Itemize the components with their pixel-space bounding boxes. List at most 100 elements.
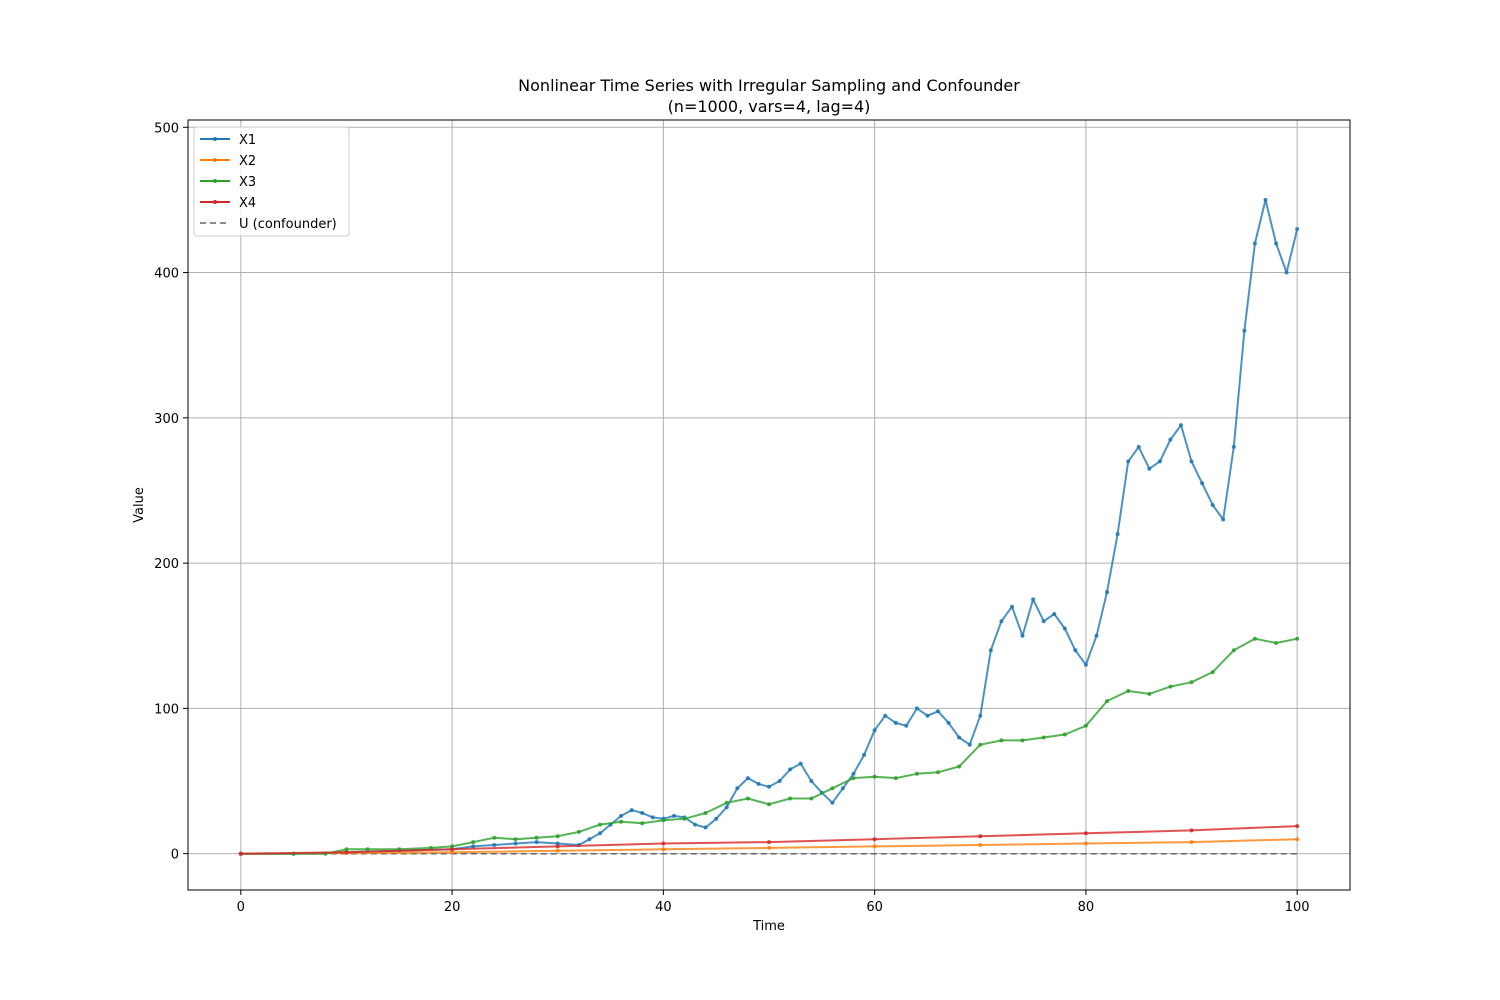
- series-line: [240, 198, 1299, 855]
- data-point: [714, 816, 719, 821]
- data-point: [513, 837, 518, 842]
- data-point: [724, 800, 729, 805]
- data-point: [629, 808, 634, 813]
- data-point: [671, 813, 676, 818]
- data-point: [576, 829, 581, 834]
- data-point: [1126, 689, 1131, 693]
- series-x2: [238, 837, 1300, 856]
- data-point: [619, 819, 624, 824]
- data-point: [555, 848, 560, 853]
- data-point: [1295, 636, 1300, 641]
- data-point: [872, 837, 877, 842]
- x-tick-label: 20: [444, 900, 461, 915]
- data-point: [999, 619, 1004, 624]
- data-point: [703, 811, 708, 815]
- data-point: [872, 774, 877, 779]
- y-axis-label: Value: [132, 487, 147, 523]
- data-point: [767, 845, 771, 850]
- y-tick-label: 200: [154, 557, 179, 572]
- legend-label-x2: X2: [239, 154, 256, 169]
- data-point: [788, 796, 793, 801]
- data-point: [967, 742, 972, 747]
- data-point: [1189, 459, 1194, 464]
- data-point: [1274, 241, 1279, 246]
- data-point: [1115, 532, 1120, 537]
- data-point: [1031, 597, 1036, 602]
- data-point: [1242, 328, 1247, 333]
- data-point: [1062, 732, 1067, 737]
- data-point: [471, 840, 476, 845]
- data-point: [893, 776, 898, 781]
- data-point: [534, 840, 539, 845]
- x-tick-label: 40: [655, 900, 672, 915]
- data-point: [450, 847, 455, 852]
- legend-marker-x1: [213, 137, 217, 141]
- data-point: [661, 841, 666, 846]
- legend: X1 X2 X3 X4 U (confounder): [193, 126, 350, 237]
- data-point: [555, 841, 560, 846]
- series-x3: [238, 636, 1300, 856]
- y-tick-label: 400: [154, 267, 179, 282]
- data-point: [872, 844, 877, 849]
- data-point: [619, 813, 624, 818]
- data-point: [914, 706, 919, 711]
- data-point: [925, 713, 930, 718]
- data-point: [914, 771, 919, 776]
- y-tick-label: 100: [154, 702, 179, 717]
- data-point: [238, 851, 243, 856]
- data-point: [1210, 503, 1215, 507]
- data-point: [851, 776, 856, 781]
- data-point: [1147, 466, 1152, 471]
- data-point: [1062, 626, 1067, 631]
- data-point: [682, 816, 687, 821]
- data-point: [1221, 517, 1226, 522]
- x-tick-label: 80: [1078, 900, 1095, 915]
- data-point: [1284, 270, 1289, 275]
- data-point: [1041, 619, 1046, 624]
- y-tick-label: 0: [171, 848, 179, 863]
- data-point: [830, 786, 835, 791]
- data-point: [1010, 604, 1014, 609]
- data-point: [492, 843, 497, 847]
- data-point: [650, 815, 655, 820]
- data-point: [1157, 459, 1162, 464]
- data-point: [1083, 841, 1088, 846]
- data-point: [1052, 612, 1057, 616]
- data-point: [745, 796, 750, 801]
- data-point: [598, 831, 602, 836]
- legend-label-x3: X3: [239, 175, 256, 190]
- data-point: [1189, 680, 1194, 685]
- data-point: [1210, 670, 1215, 675]
- data-point: [1105, 699, 1109, 704]
- data-point: [809, 779, 814, 783]
- data-point: [471, 844, 476, 849]
- data-point: [851, 771, 856, 776]
- data-point: [788, 767, 793, 772]
- data-point: [640, 811, 645, 815]
- data-point: [904, 723, 909, 728]
- data-point: [840, 786, 845, 791]
- legend-label-x1: X1: [239, 133, 256, 148]
- chart-subtitle: (n=1000, vars=4, lag=4): [668, 97, 871, 116]
- data-point: [745, 776, 750, 781]
- data-point: [1189, 840, 1194, 845]
- series-x1: [238, 197, 1300, 856]
- series-x4: [238, 824, 1300, 856]
- data-point: [777, 779, 782, 783]
- data-point: [1252, 636, 1257, 641]
- legend-box: [193, 126, 350, 237]
- data-point: [1094, 633, 1099, 638]
- legend-label-u-confounder: U (confounder): [239, 217, 337, 232]
- data-point: [1295, 824, 1300, 829]
- legend-items: X1 X2 X3 X4 U (confounder): [200, 133, 337, 232]
- data-point: [1083, 723, 1088, 728]
- data-point: [1295, 837, 1300, 842]
- data-point: [830, 800, 835, 805]
- data-point: [735, 786, 740, 791]
- data-point: [1168, 437, 1173, 442]
- data-point: [1274, 641, 1279, 645]
- chart-title: Nonlinear Time Series with Irregular Sam…: [518, 76, 1020, 95]
- data-point: [957, 735, 962, 740]
- data-point: [1083, 662, 1088, 667]
- data-point: [946, 720, 951, 725]
